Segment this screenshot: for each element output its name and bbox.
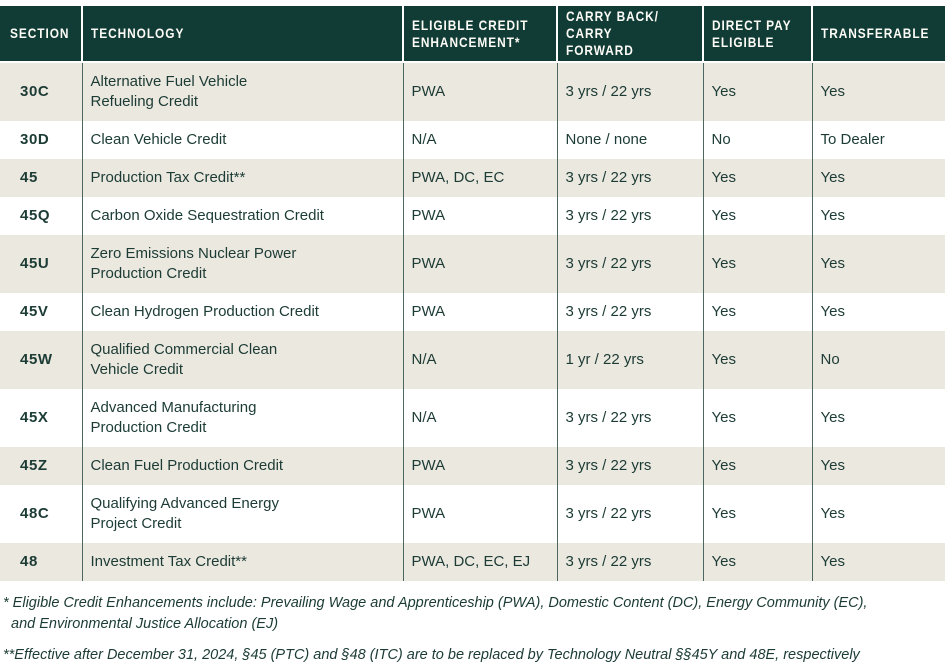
technology-cell: Alternative Fuel Vehicle Refueling Credi… bbox=[81, 62, 403, 121]
header-row: SECTION TECHNOLOGY ELIGIBLE CREDIT ENHAN… bbox=[0, 6, 945, 63]
header-direct-pay-eligible: DIRECT PAY ELIGIBLE bbox=[702, 6, 812, 63]
transferable-cell: Yes bbox=[811, 389, 945, 447]
section-cell: 48 bbox=[20, 553, 38, 570]
table-row: 45U Zero Emissions Nuclear Power Product… bbox=[0, 235, 945, 293]
technology-cell: Clean Fuel Production Credit bbox=[81, 447, 403, 485]
enhancement-cell: N/A bbox=[402, 331, 557, 389]
transferable-cell: Yes bbox=[811, 447, 945, 485]
carry-cell: 3 yrs / 22 yrs bbox=[556, 389, 703, 447]
section-cell: 45X bbox=[20, 409, 49, 426]
header-carry-back-forward: CARRY BACK/ CARRY FORWARD bbox=[556, 6, 703, 63]
carry-cell: 3 yrs / 22 yrs bbox=[556, 235, 703, 293]
carry-cell: 3 yrs / 22 yrs bbox=[556, 485, 703, 543]
header-technology: TECHNOLOGY bbox=[81, 6, 403, 63]
table-row: 45V Clean Hydrogen Production Credit PWA… bbox=[0, 293, 945, 331]
header-eligible-credit-enhancement-label: ELIGIBLE CREDIT ENHANCEMENT* bbox=[412, 16, 529, 50]
carry-cell: 3 yrs / 22 yrs bbox=[556, 62, 703, 121]
enhancement-cell: PWA bbox=[402, 197, 557, 235]
table-header: SECTION TECHNOLOGY ELIGIBLE CREDIT ENHAN… bbox=[0, 6, 945, 63]
transferable-cell: Yes bbox=[811, 235, 945, 293]
technology-cell: Investment Tax Credit** bbox=[81, 543, 403, 581]
technology-cell: Carbon Oxide Sequestration Credit bbox=[81, 197, 403, 235]
enhancement-cell: N/A bbox=[402, 389, 557, 447]
header-direct-pay-eligible-label: DIRECT PAY ELIGIBLE bbox=[712, 16, 792, 50]
header-technology-label: TECHNOLOGY bbox=[91, 25, 185, 41]
section-cell: 45Z bbox=[20, 457, 48, 474]
direct-pay-cell: Yes bbox=[702, 235, 812, 293]
footnote-credit-enhancements: * Eligible Credit Enhancements include: … bbox=[3, 595, 868, 632]
footnotes: * Eligible Credit Enhancements include: … bbox=[0, 581, 945, 666]
direct-pay-cell: Yes bbox=[702, 197, 812, 235]
technology-cell: Advanced Manufacturing Production Credit bbox=[81, 389, 403, 447]
transferable-cell: To Dealer bbox=[811, 121, 945, 159]
header-section-label: SECTION bbox=[10, 25, 70, 41]
tax-credit-table: SECTION TECHNOLOGY ELIGIBLE CREDIT ENHAN… bbox=[0, 6, 945, 581]
technology-cell: Qualifying Advanced Energy Project Credi… bbox=[81, 485, 403, 543]
header-carry-back-forward-label: CARRY BACK/ CARRY FORWARD bbox=[566, 8, 659, 58]
technology-cell: Qualified Commercial Clean Vehicle Credi… bbox=[81, 331, 403, 389]
table-row: 45X Advanced Manufacturing Production Cr… bbox=[0, 389, 945, 447]
enhancement-cell: PWA, DC, EC, EJ bbox=[402, 543, 557, 581]
carry-cell: 3 yrs / 22 yrs bbox=[556, 447, 703, 485]
section-cell: 45V bbox=[20, 303, 49, 320]
table-row: 30D Clean Vehicle Credit N/A None / none… bbox=[0, 121, 945, 159]
table-row: 48C Qualifying Advanced Energy Project C… bbox=[0, 485, 945, 543]
enhancement-cell: PWA bbox=[402, 62, 557, 121]
direct-pay-cell: Yes bbox=[702, 447, 812, 485]
technology-cell: Production Tax Credit** bbox=[81, 159, 403, 197]
table-row: 45W Qualified Commercial Clean Vehicle C… bbox=[0, 331, 945, 389]
carry-cell: 3 yrs / 22 yrs bbox=[556, 197, 703, 235]
table-row: 45Z Clean Fuel Production Credit PWA 3 y… bbox=[0, 447, 945, 485]
technology-cell: Zero Emissions Nuclear Power Production … bbox=[81, 235, 403, 293]
header-transferable: TRANSFERABLE bbox=[811, 6, 945, 63]
header-section: SECTION bbox=[0, 6, 82, 63]
table-body: 30C Alternative Fuel Vehicle Refueling C… bbox=[0, 62, 945, 581]
section-cell: 48C bbox=[20, 505, 50, 522]
footnote-effective-date: **Effective after December 31, 2024, §45… bbox=[3, 647, 860, 663]
enhancement-cell: N/A bbox=[402, 121, 557, 159]
section-cell: 45 bbox=[20, 169, 38, 186]
section-cell: 45U bbox=[20, 255, 50, 272]
transferable-cell: No bbox=[811, 331, 945, 389]
transferable-cell: Yes bbox=[811, 293, 945, 331]
technology-cell: Clean Vehicle Credit bbox=[81, 121, 403, 159]
carry-cell: 1 yr / 22 yrs bbox=[556, 331, 703, 389]
enhancement-cell: PWA bbox=[402, 293, 557, 331]
table-row: 30C Alternative Fuel Vehicle Refueling C… bbox=[0, 62, 945, 121]
direct-pay-cell: No bbox=[702, 121, 812, 159]
direct-pay-cell: Yes bbox=[702, 159, 812, 197]
transferable-cell: Yes bbox=[811, 197, 945, 235]
enhancement-cell: PWA bbox=[402, 485, 557, 543]
transferable-cell: Yes bbox=[811, 62, 945, 121]
transferable-cell: Yes bbox=[811, 159, 945, 197]
direct-pay-cell: Yes bbox=[702, 293, 812, 331]
header-transferable-label: TRANSFERABLE bbox=[821, 25, 930, 41]
enhancement-cell: PWA, DC, EC bbox=[402, 159, 557, 197]
transferable-cell: Yes bbox=[811, 543, 945, 581]
direct-pay-cell: Yes bbox=[702, 389, 812, 447]
section-cell: 45W bbox=[20, 351, 53, 368]
section-cell: 30D bbox=[20, 131, 50, 148]
enhancement-cell: PWA bbox=[402, 235, 557, 293]
carry-cell: None / none bbox=[556, 121, 703, 159]
section-cell: 30C bbox=[20, 83, 50, 100]
table-row: 45 Production Tax Credit** PWA, DC, EC 3… bbox=[0, 159, 945, 197]
direct-pay-cell: Yes bbox=[702, 485, 812, 543]
carry-cell: 3 yrs / 22 yrs bbox=[556, 543, 703, 581]
header-eligible-credit-enhancement: ELIGIBLE CREDIT ENHANCEMENT* bbox=[402, 6, 557, 63]
section-cell: 45Q bbox=[20, 207, 51, 224]
direct-pay-cell: Yes bbox=[702, 543, 812, 581]
table-row: 48 Investment Tax Credit** PWA, DC, EC, … bbox=[0, 543, 945, 581]
carry-cell: 3 yrs / 22 yrs bbox=[556, 293, 703, 331]
table-row: 45Q Carbon Oxide Sequestration Credit PW… bbox=[0, 197, 945, 235]
transferable-cell: Yes bbox=[811, 485, 945, 543]
direct-pay-cell: Yes bbox=[702, 62, 812, 121]
enhancement-cell: PWA bbox=[402, 447, 557, 485]
technology-cell: Clean Hydrogen Production Credit bbox=[81, 293, 403, 331]
direct-pay-cell: Yes bbox=[702, 331, 812, 389]
carry-cell: 3 yrs / 22 yrs bbox=[556, 159, 703, 197]
